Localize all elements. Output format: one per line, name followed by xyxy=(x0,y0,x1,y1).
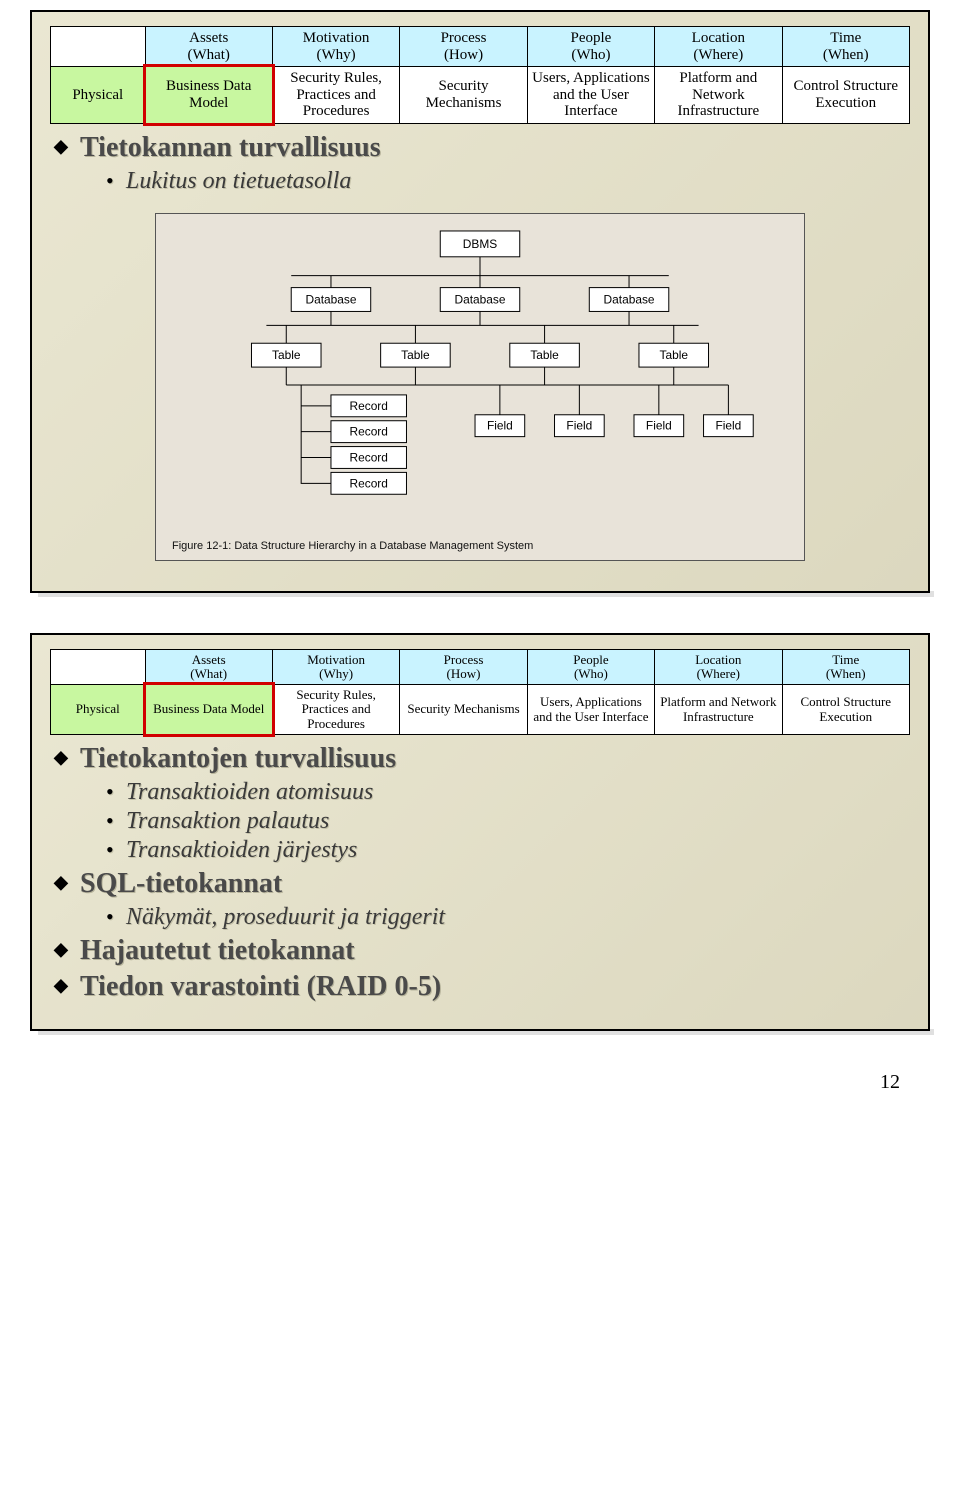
cell-platform-net: Platform and Network Infrastructure xyxy=(655,685,782,735)
cell-control-exec: Control Structure Execution xyxy=(782,685,909,735)
bullet-raid: Tiedon varastointi (RAID 0-5) xyxy=(54,971,910,1003)
bullet-db-security-2: Tietokantojen turvallisuus Transaktioide… xyxy=(54,743,910,864)
svg-text:Database: Database xyxy=(455,292,506,306)
page-number: 12 xyxy=(20,1071,940,1094)
slide-2: Assets(What) Motivation(Why) Process(How… xyxy=(30,633,930,1031)
cell-control-exec: Control Structure Execution xyxy=(782,67,909,124)
zachman-table-small: Assets(What) Motivation(Why) Process(How… xyxy=(50,649,910,735)
dbms-hierarchy-figure: DBMS Database Database Database Table xyxy=(155,213,805,561)
subbullet-views-procs-triggers: Näkymät, proseduurit ja triggerit xyxy=(106,904,910,931)
svg-text:Record: Record xyxy=(350,424,388,438)
figure-caption: Figure 12-1: Data Structure Hierarchy in… xyxy=(172,540,788,552)
svg-text:Record: Record xyxy=(350,450,388,464)
svg-text:Field: Field xyxy=(715,418,741,432)
header-people: People(Who) xyxy=(527,649,654,685)
header-assets: Assets(What) xyxy=(145,649,272,685)
svg-text:Table: Table xyxy=(401,348,430,362)
header-time: Time(When) xyxy=(782,27,909,67)
subbullet-ordering: Transaktioiden järjestys xyxy=(106,837,910,864)
cell-security-mech: Security Mechanisms xyxy=(400,67,527,124)
cell-business-data-model: Business Data Model xyxy=(145,67,272,124)
framework-table-top: Assets(What) Motivation(Why) Process(How… xyxy=(50,26,910,124)
header-time: Time(When) xyxy=(782,649,909,685)
subbullet-lock-record: Lukitus on tietuetasolla xyxy=(106,168,910,195)
header-motivation: Motivation(Why) xyxy=(272,27,399,67)
svg-text:Field: Field xyxy=(566,418,592,432)
bullets-slide2: Tietokantojen turvallisuus Transaktioide… xyxy=(54,743,910,1003)
svg-text:Record: Record xyxy=(350,398,388,412)
header-motivation: Motivation(Why) xyxy=(272,649,399,685)
empty-header xyxy=(51,27,146,67)
header-process: Process(How) xyxy=(400,27,527,67)
bullets-slide1: Tietokannan turvallisuus Lukitus on tiet… xyxy=(54,132,910,195)
header-process: Process(How) xyxy=(400,649,527,685)
bullet-db-security: Tietokannan turvallisuus Lukitus on tiet… xyxy=(54,132,910,195)
zachman-table: Assets(What) Motivation(Why) Process(How… xyxy=(50,26,910,124)
row-physical: Physical xyxy=(51,685,146,735)
cell-security-rules: Security Rules, Practices and Procedures xyxy=(272,685,399,735)
svg-text:Field: Field xyxy=(487,418,513,432)
subbullet-atomicity: Transaktioiden atomisuus xyxy=(106,779,910,806)
slide-1: Assets(What) Motivation(Why) Process(How… xyxy=(30,10,930,593)
svg-text:Field: Field xyxy=(646,418,672,432)
svg-text:Record: Record xyxy=(350,476,388,490)
row-physical: Physical xyxy=(51,67,146,124)
bullet-distributed-db: Hajautetut tietokannat xyxy=(54,935,910,967)
header-location: Location(Where) xyxy=(655,27,782,67)
svg-text:Database: Database xyxy=(305,292,356,306)
cell-platform-net: Platform and Network Infrastructure xyxy=(655,67,782,124)
cell-business-data-model: Business Data Model xyxy=(145,685,272,735)
cell-security-rules: Security Rules, Practices and Procedures xyxy=(272,67,399,124)
framework-table-bottom: Assets(What) Motivation(Why) Process(How… xyxy=(50,649,910,735)
svg-text:Table: Table xyxy=(272,348,301,362)
header-assets: Assets(What) xyxy=(145,27,272,67)
svg-text:Table: Table xyxy=(660,348,689,362)
svg-text:Table: Table xyxy=(530,348,559,362)
bullet-sql-db: SQL-tietokannat Näkymät, proseduurit ja … xyxy=(54,868,910,931)
header-people: People(Who) xyxy=(527,27,654,67)
cell-users-apps: Users, Applications and the User Interfa… xyxy=(527,67,654,124)
svg-text:DBMS: DBMS xyxy=(463,236,497,250)
cell-users-apps: Users, Applications and the User Interfa… xyxy=(527,685,654,735)
empty-header xyxy=(51,649,146,685)
cell-security-mech: Security Mechanisms xyxy=(400,685,527,735)
svg-text:Database: Database xyxy=(604,292,655,306)
subbullet-rollback: Transaktion palautus xyxy=(106,808,910,835)
header-location: Location(Where) xyxy=(655,649,782,685)
